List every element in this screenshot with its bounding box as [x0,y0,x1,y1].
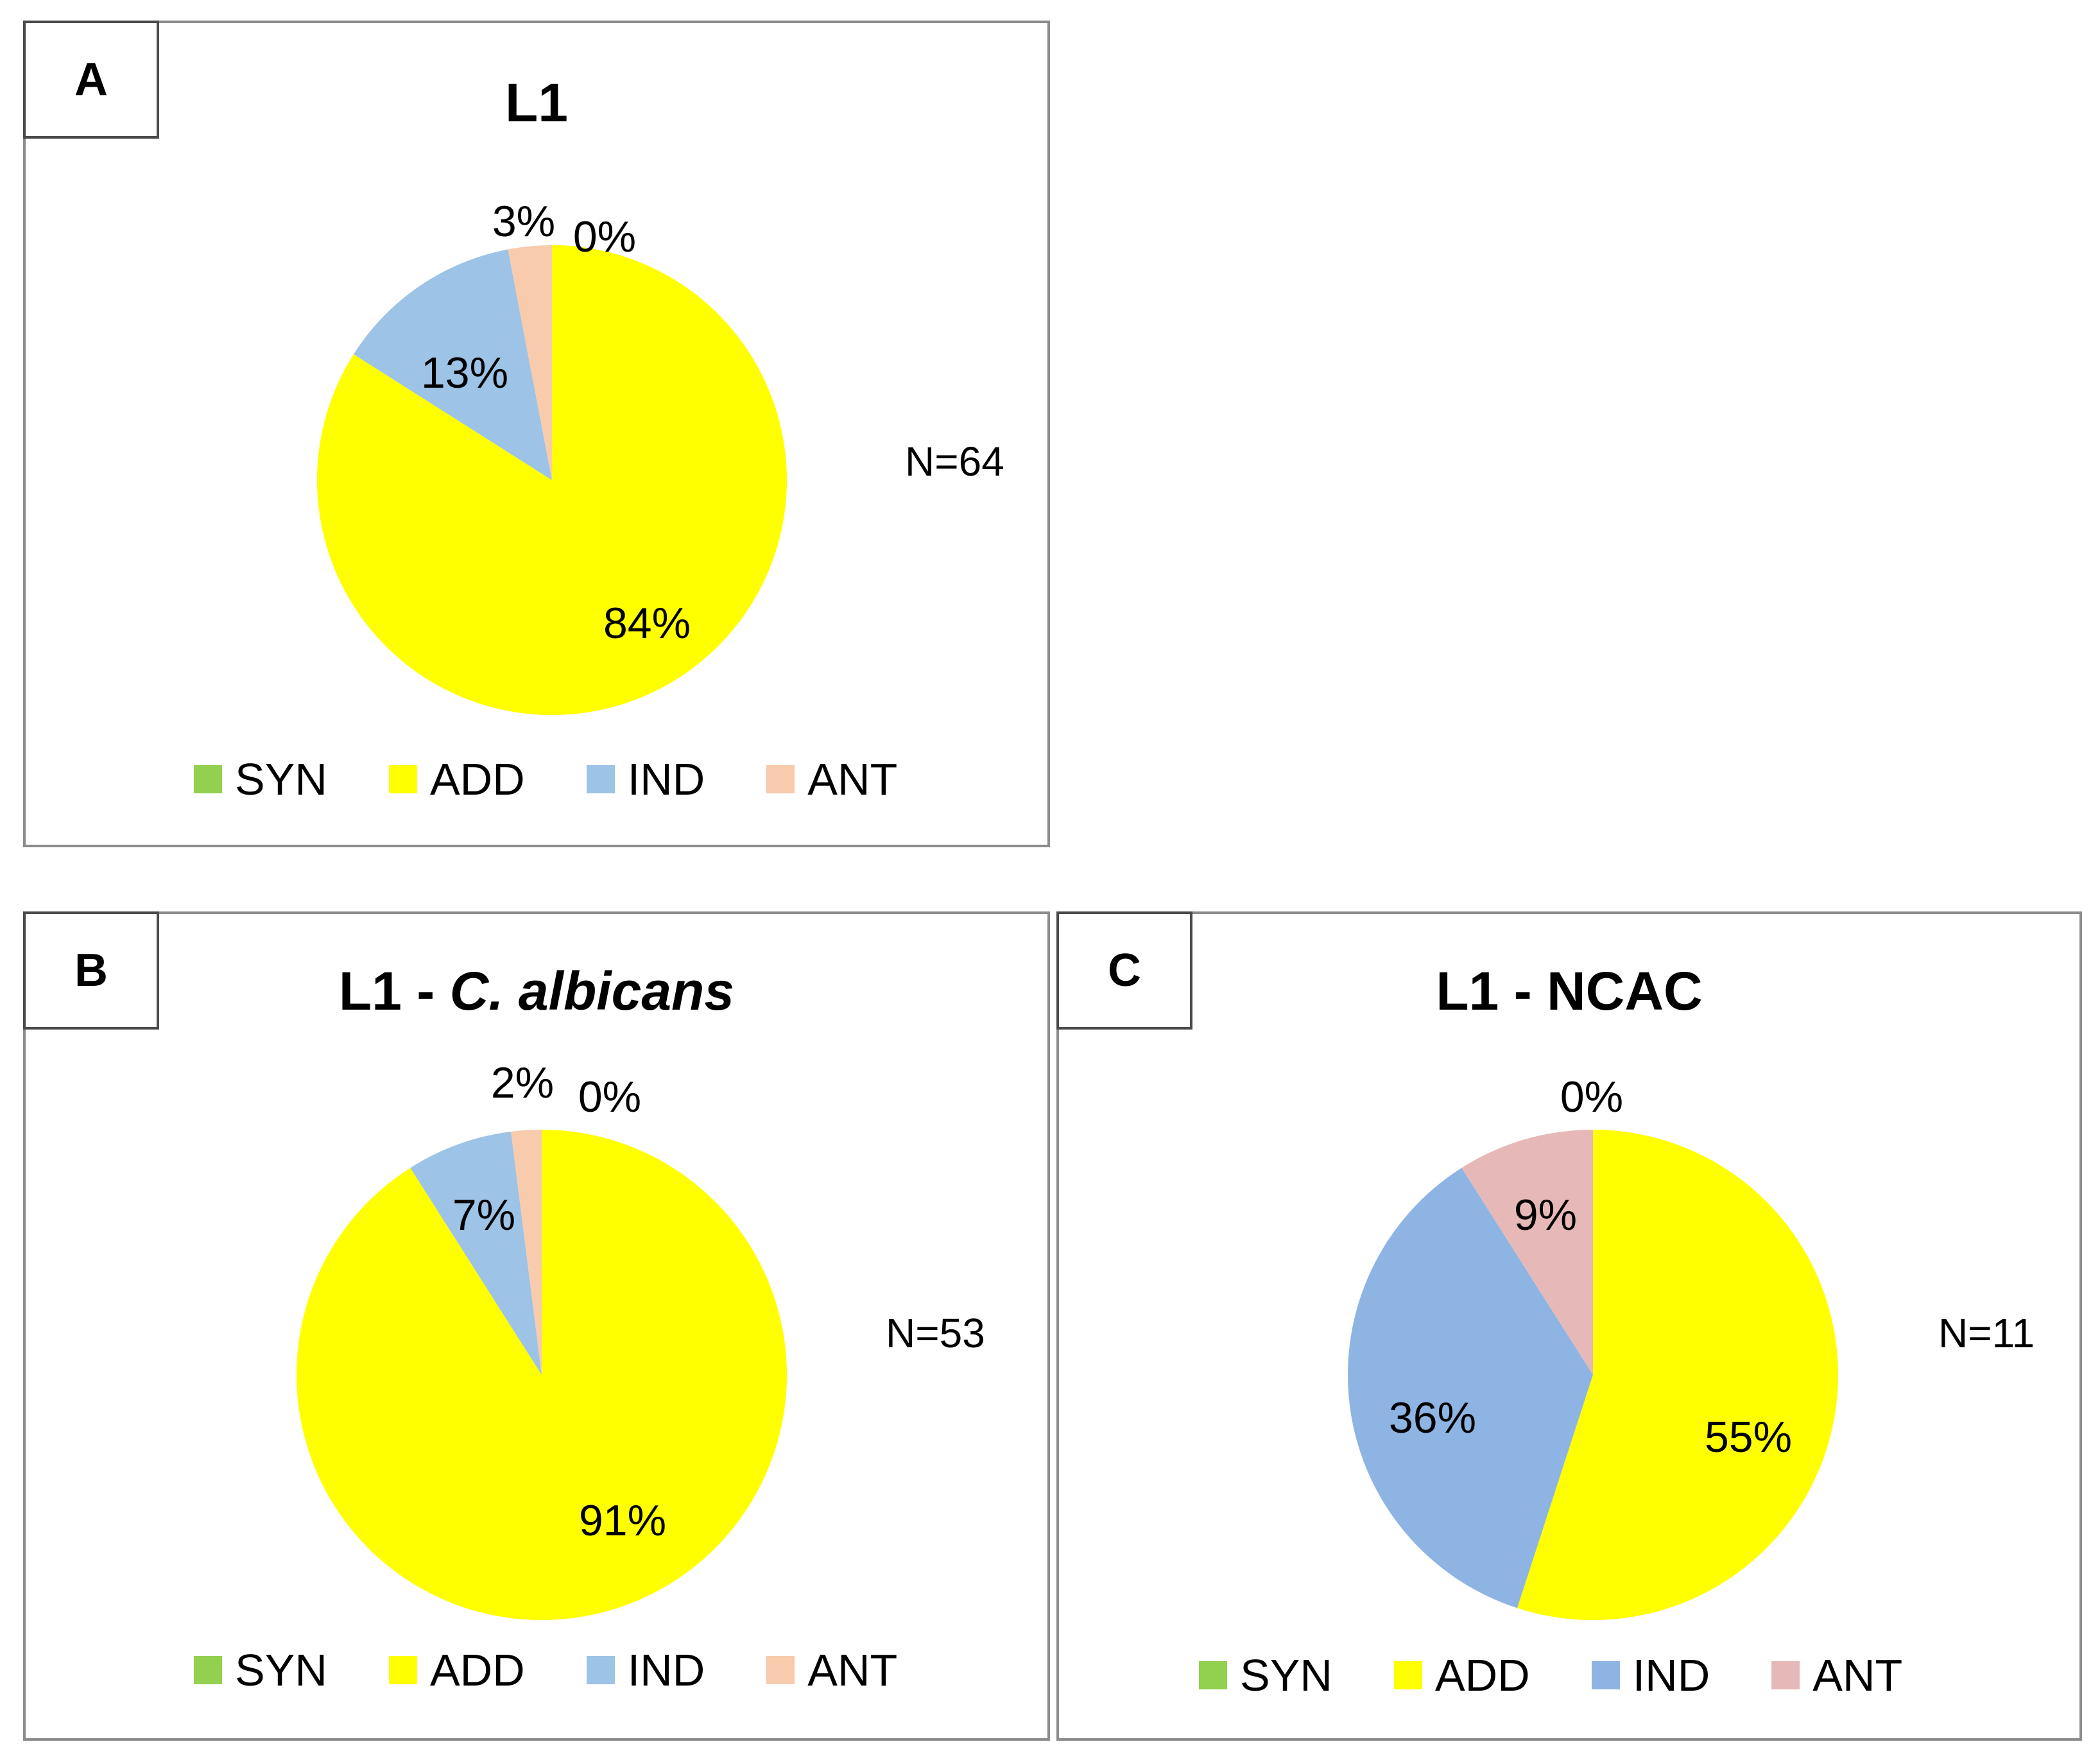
pie-slice-ind [1348,1168,1593,1609]
legend-label-ind: IND [627,1645,705,1695]
panel-b-pie: 0% 91% 7% 2% [297,1058,788,1620]
legend-item-syn: SYN [1199,1650,1332,1701]
data-label-ant: 3% [492,197,555,246]
pie-slice-add [316,245,787,715]
panel-c-letter: C [1056,911,1192,1030]
data-label-ant: 2% [491,1058,554,1107]
data-label-add: 91% [579,1496,666,1545]
legend-item-ind: IND [586,754,705,805]
panel-b-letter: B [23,911,159,1030]
panel-a-n-count: N=64 [905,438,1004,485]
legend-item-add: ADD [388,1644,525,1696]
data-label-syn: 0% [573,212,636,261]
legend-item-ant: ANT [1771,1650,1902,1701]
panel-b-title-species: C. albicans [449,961,735,1021]
legend-label-add: ADD [429,1645,525,1695]
legend-item-ant: ANT [766,754,897,805]
legend-label-ind: IND [627,754,705,804]
legend-label-ant: ANT [807,1645,898,1695]
legend-swatch-ant [766,1656,795,1684]
legend-swatch-ind [586,765,615,793]
pie-slice-add [1517,1130,1838,1620]
data-label-ind: 7% [452,1191,515,1239]
panel-c-pie: 0% 55% 36% 9% [1348,1073,1838,1620]
panel-a-title: L1 [504,73,569,133]
pie-slice-ind [353,249,552,480]
panel-a-legend: SYN ADD IND ANT [194,754,897,805]
legend-item-add: ADD [388,754,525,805]
legend-label-syn: SYN [235,754,327,804]
panel-a-letter: A [23,21,159,139]
legend-label-syn: SYN [1240,1650,1332,1700]
panel-b-legend: SYN ADD IND ANT [194,1644,897,1696]
legend-swatch-ant [766,765,795,793]
panel-c-title: L1 - NCAC [1436,961,1703,1021]
data-label-syn: 0% [578,1073,641,1121]
panel-b-title: L1 - C. albicans [26,960,1047,1022]
legend-swatch-ind [586,1656,615,1684]
legend-swatch-ant [1771,1661,1800,1689]
panel-c: C L1 - NCAC 0% 55% 36% 9% N=11 SYN ADD IND … [1056,911,2082,1741]
legend-swatch-syn [194,765,222,793]
legend-item-ant: ANT [766,1644,897,1696]
legend-label-ind: IND [1632,1650,1710,1700]
legend-item-ind: IND [586,1644,705,1696]
legend-label-ant: ANT [807,754,898,804]
legend-label-add: ADD [1434,1650,1530,1700]
data-label-syn: 0% [1560,1073,1623,1121]
legend-label-syn: SYN [235,1645,327,1695]
legend-swatch-add [388,765,417,793]
pie-slice-ind [410,1132,542,1375]
legend-swatch-ind [1591,1661,1620,1689]
legend-label-ant: ANT [1812,1650,1903,1700]
legend-swatch-add [388,1656,417,1684]
legend-item-syn: SYN [194,754,327,805]
legend-swatch-syn [1199,1661,1227,1689]
pie-slice-ant [508,245,552,480]
panel-b-title-main: L1 - [338,961,450,1021]
pie-slice-ant [511,1130,542,1375]
legend-item-syn: SYN [194,1644,327,1696]
panel-c-legend: SYN ADD IND ANT [1199,1650,1902,1701]
legend-item-ind: IND [1591,1650,1710,1701]
panel-b: B L1 - C. albicans 0% 91% 7% 2% N=53 SYN AD… [23,911,1050,1741]
panel-b-n-count: N=53 [886,1310,985,1356]
data-label-add: 84% [603,599,691,648]
legend-swatch-add [1393,1661,1422,1689]
panel-a: A L1 0% 84% 13% 3% N=64 SYN ADD IND ANT [23,21,1050,847]
legend-swatch-syn [194,1656,222,1684]
pie-slice-ant [1461,1130,1593,1375]
panel-a-pie: 0% 84% 13% 3% [316,197,787,715]
data-label-ind: 13% [421,349,508,397]
data-label-add: 55% [1705,1413,1792,1462]
legend-item-add: ADD [1393,1650,1530,1701]
legend-label-add: ADD [429,754,525,804]
data-label-ant: 9% [1514,1191,1577,1239]
data-label-ind: 36% [1389,1393,1476,1442]
panel-c-n-count: N=11 [1938,1310,2035,1356]
